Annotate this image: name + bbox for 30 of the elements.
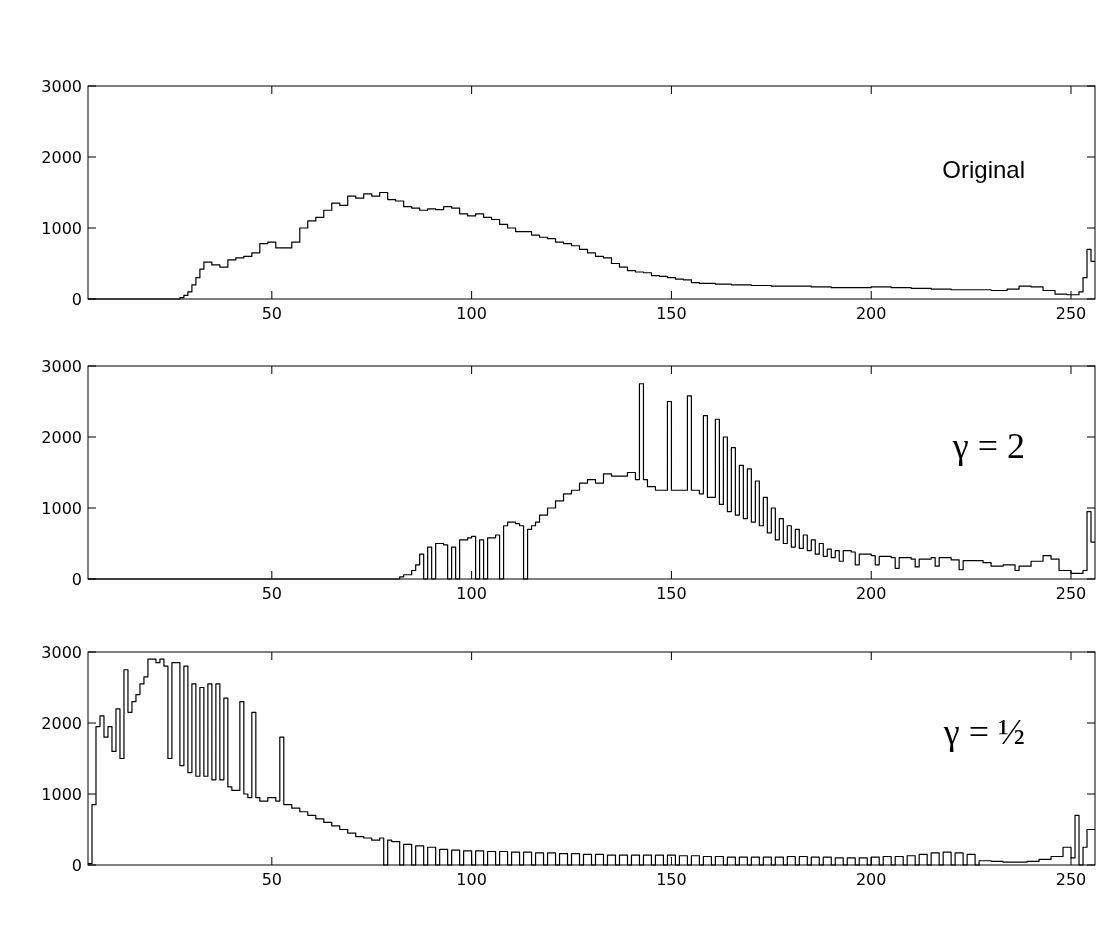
x-tick-label: 50 (261, 584, 282, 603)
x-tick-label: 200 (855, 584, 887, 603)
y-tick-label: 0 (71, 570, 82, 589)
y-tick-label: 0 (71, 856, 82, 875)
y-tick-label: 1000 (41, 499, 82, 518)
x-tick-label: 100 (456, 584, 487, 603)
annotation: Original (942, 155, 1025, 183)
y-tick-label: 3000 (41, 77, 82, 96)
y-tick-label: 2000 (41, 148, 82, 167)
x-tick-label: 150 (656, 870, 687, 889)
x-tick-label: 200 (855, 304, 887, 323)
y-tick-label: 2000 (41, 428, 82, 447)
x-tick-label: 100 (456, 304, 487, 323)
x-tick-label: 50 (261, 870, 282, 889)
annotation: γ = ½ (942, 711, 1025, 752)
y-tick-label: 0 (71, 290, 82, 309)
x-tick-label: 150 (656, 304, 687, 323)
y-tick-label: 1000 (41, 219, 82, 238)
y-tick-label: 2000 (41, 714, 82, 733)
y-tick-label: 3000 (41, 357, 82, 376)
x-tick-label: 150 (656, 584, 687, 603)
x-tick-label: 250 (1055, 870, 1087, 889)
x-tick-label: 250 (1055, 584, 1087, 603)
x-tick-label: 250 (1055, 304, 1087, 323)
x-tick-label: 200 (855, 870, 887, 889)
y-tick-label: 3000 (41, 643, 82, 662)
x-tick-label: 100 (456, 870, 487, 889)
annotation: γ = 2 (951, 425, 1025, 466)
y-tick-label: 1000 (41, 785, 82, 804)
x-tick-label: 50 (261, 304, 282, 323)
